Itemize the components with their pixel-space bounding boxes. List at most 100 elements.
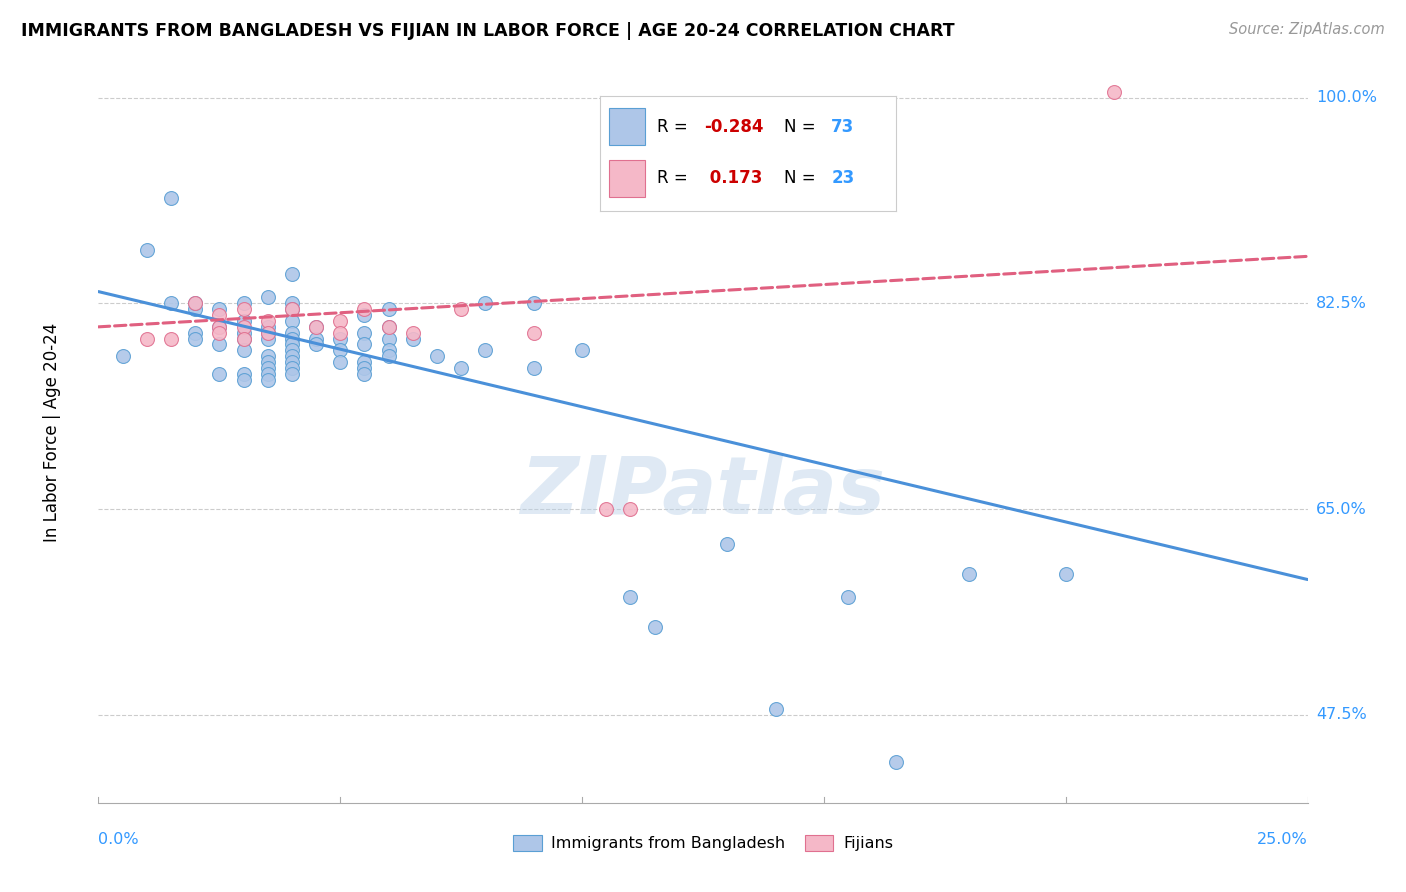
Text: 25.0%: 25.0% xyxy=(1257,832,1308,847)
Text: ZIPatlas: ZIPatlas xyxy=(520,453,886,531)
Text: Source: ZipAtlas.com: Source: ZipAtlas.com xyxy=(1229,22,1385,37)
Point xyxy=(184,332,207,346)
Point xyxy=(256,326,278,340)
Point xyxy=(595,502,617,516)
Point xyxy=(208,319,231,334)
Point xyxy=(256,319,278,334)
Point xyxy=(305,332,328,346)
Point xyxy=(184,296,207,310)
Point xyxy=(184,326,207,340)
Point xyxy=(474,343,496,358)
Point xyxy=(765,702,787,716)
Point xyxy=(184,302,207,317)
Point xyxy=(281,361,304,376)
Point xyxy=(135,244,157,258)
Point xyxy=(281,355,304,369)
Point xyxy=(329,343,352,358)
Point xyxy=(305,337,328,351)
Point xyxy=(256,326,278,340)
Point xyxy=(281,314,304,328)
Point xyxy=(571,343,593,358)
Point xyxy=(523,361,546,376)
Point xyxy=(281,302,304,317)
Point xyxy=(353,361,375,376)
Point xyxy=(450,361,472,376)
Point xyxy=(377,319,399,334)
Point xyxy=(281,326,304,340)
Point xyxy=(1054,566,1077,581)
Point xyxy=(377,343,399,358)
Point xyxy=(160,296,183,310)
Point xyxy=(837,590,859,604)
Point xyxy=(450,302,472,317)
Point xyxy=(256,355,278,369)
Point xyxy=(957,566,980,581)
Point xyxy=(232,343,254,358)
Point xyxy=(281,337,304,351)
Point xyxy=(474,296,496,310)
Point xyxy=(644,619,666,633)
Point xyxy=(208,302,231,317)
Point xyxy=(281,367,304,381)
Point xyxy=(619,502,641,516)
Point xyxy=(256,367,278,381)
Text: 0.0%: 0.0% xyxy=(98,832,139,847)
Point xyxy=(111,349,134,363)
Point xyxy=(305,319,328,334)
Point xyxy=(208,367,231,381)
Point xyxy=(377,332,399,346)
Point xyxy=(208,326,231,340)
Point xyxy=(353,367,375,381)
Point xyxy=(256,349,278,363)
Point xyxy=(329,332,352,346)
Point xyxy=(232,373,254,387)
Point xyxy=(281,302,304,317)
Point xyxy=(281,343,304,358)
Point xyxy=(232,319,254,334)
Point xyxy=(135,332,157,346)
Text: In Labor Force | Age 20-24: In Labor Force | Age 20-24 xyxy=(44,323,62,542)
Point xyxy=(256,314,278,328)
Point xyxy=(281,296,304,310)
Legend: Immigrants from Bangladesh, Fijians: Immigrants from Bangladesh, Fijians xyxy=(506,829,900,858)
Text: 65.0%: 65.0% xyxy=(1316,501,1367,516)
Point xyxy=(256,373,278,387)
Point xyxy=(281,332,304,346)
Point xyxy=(256,290,278,304)
Point xyxy=(160,191,183,205)
Point xyxy=(523,296,546,310)
Point xyxy=(184,296,207,310)
Point xyxy=(353,308,375,322)
Point xyxy=(377,349,399,363)
Point xyxy=(232,296,254,310)
Point xyxy=(256,332,278,346)
Point xyxy=(329,355,352,369)
Point xyxy=(160,332,183,346)
Point xyxy=(232,367,254,381)
Point xyxy=(305,319,328,334)
Point xyxy=(353,355,375,369)
Text: IMMIGRANTS FROM BANGLADESH VS FIJIAN IN LABOR FORCE | AGE 20-24 CORRELATION CHAR: IMMIGRANTS FROM BANGLADESH VS FIJIAN IN … xyxy=(21,22,955,40)
Point xyxy=(208,319,231,334)
Point xyxy=(281,267,304,281)
Point xyxy=(232,326,254,340)
Point xyxy=(402,332,425,346)
Point xyxy=(619,590,641,604)
Point xyxy=(281,349,304,363)
Point xyxy=(886,755,908,769)
Point xyxy=(208,308,231,322)
Point xyxy=(402,326,425,340)
Point xyxy=(208,337,231,351)
Point xyxy=(377,302,399,317)
Point xyxy=(716,537,738,551)
Point xyxy=(353,326,375,340)
Point xyxy=(329,314,352,328)
Point xyxy=(256,361,278,376)
Text: 82.5%: 82.5% xyxy=(1316,296,1367,310)
Point xyxy=(523,326,546,340)
Point xyxy=(353,302,375,317)
Point xyxy=(232,332,254,346)
Point xyxy=(232,302,254,317)
Point xyxy=(232,314,254,328)
Point xyxy=(329,326,352,340)
